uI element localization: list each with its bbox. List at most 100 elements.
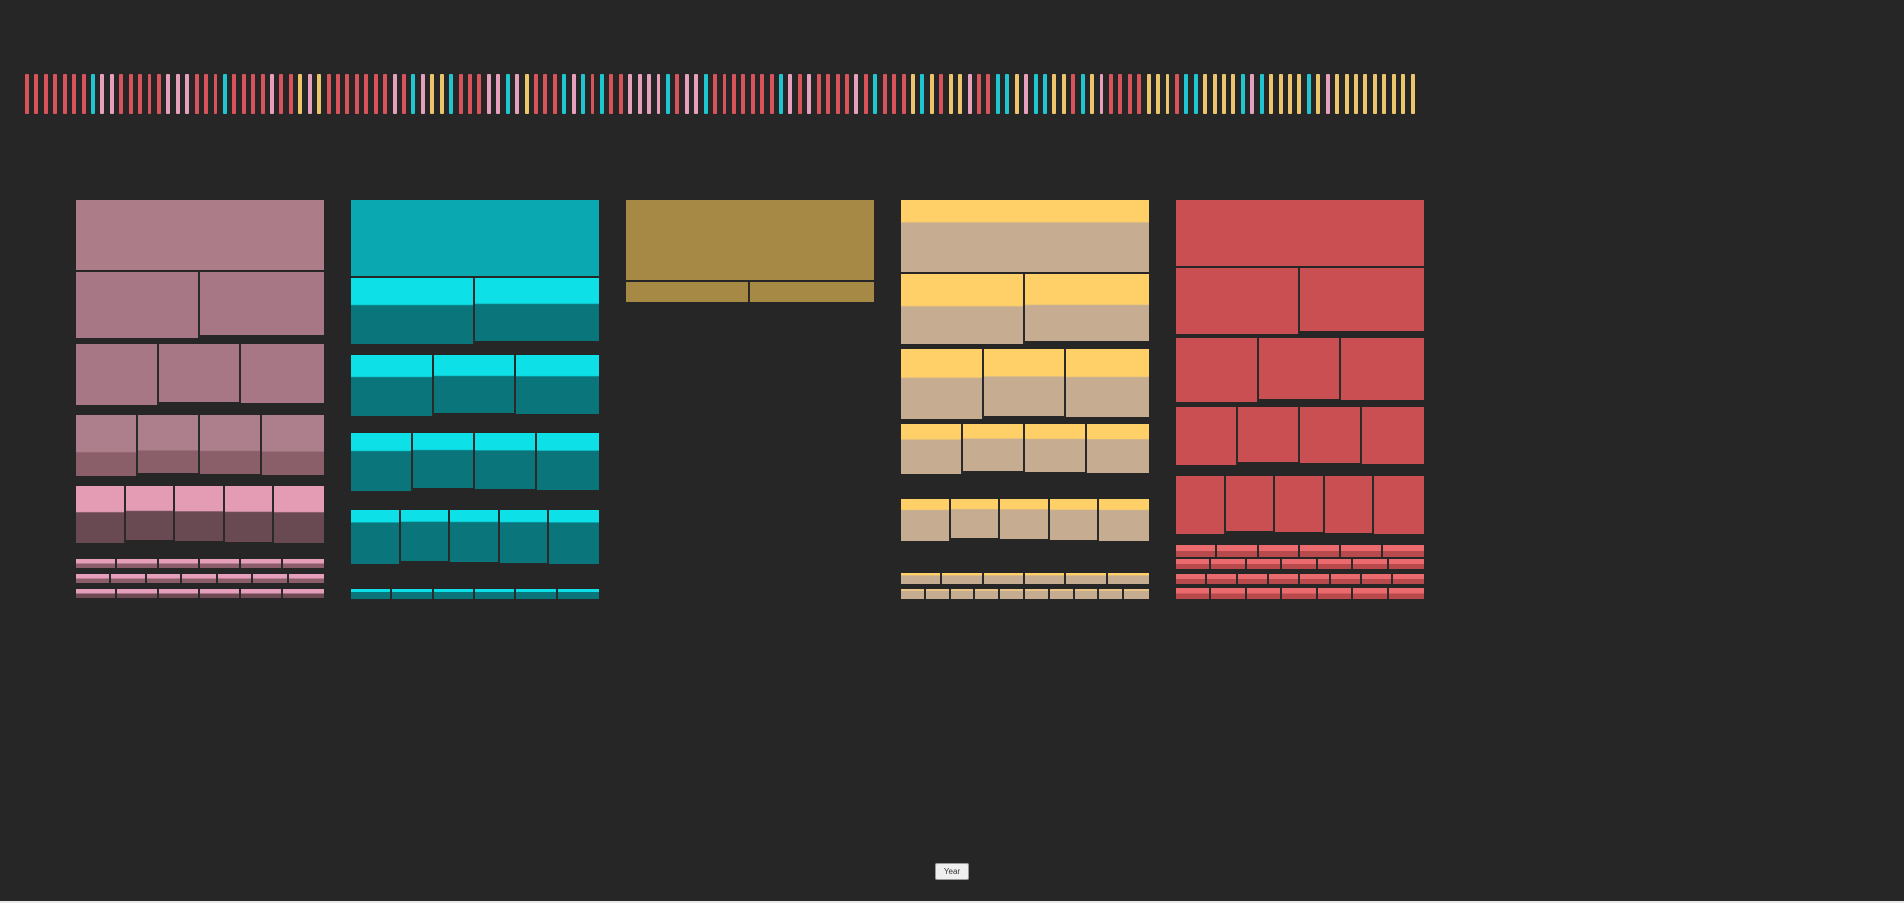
treemap-tile[interactable]: [1282, 559, 1318, 569]
treemap-tile[interactable]: [158, 559, 200, 568]
treemap-tile[interactable]: [901, 349, 984, 419]
treemap-tile[interactable]: [351, 200, 599, 276]
treemap-tile[interactable]: [1049, 589, 1075, 599]
treemap-tile[interactable]: [475, 589, 517, 599]
treemap-tile[interactable]: [200, 589, 242, 598]
treemap-tile[interactable]: [901, 274, 1025, 344]
treemap-tile[interactable]: [1025, 274, 1149, 341]
treemap-tile[interactable]: [1275, 476, 1325, 532]
treemap-tile[interactable]: [1374, 476, 1424, 534]
treemap-tile[interactable]: [475, 278, 599, 341]
treemap-tile[interactable]: [750, 282, 874, 302]
treemap-tile[interactable]: [351, 433, 413, 491]
treemap-tile[interactable]: [983, 349, 1067, 416]
treemap-tile[interactable]: [1000, 589, 1025, 599]
treemap-tile[interactable]: [1176, 200, 1424, 266]
treemap-tile[interactable]: [1382, 545, 1424, 557]
treemap-tile[interactable]: [1066, 573, 1108, 584]
treemap-tile[interactable]: [626, 282, 750, 302]
treemap-tile[interactable]: [1362, 407, 1424, 464]
treemap-tile[interactable]: [1388, 588, 1424, 599]
treemap-tile[interactable]: [901, 424, 963, 474]
treemap-tile[interactable]: [1362, 574, 1393, 584]
treemap-tile[interactable]: [950, 589, 976, 599]
treemap-tile[interactable]: [76, 344, 159, 405]
treemap-tile[interactable]: [138, 415, 200, 473]
treemap-tile[interactable]: [351, 589, 393, 599]
treemap-tile[interactable]: [1282, 588, 1318, 599]
treemap-tile[interactable]: [76, 559, 118, 568]
treemap-tile[interactable]: [901, 499, 951, 541]
treemap-tile[interactable]: [1176, 476, 1226, 534]
treemap-tile[interactable]: [200, 559, 242, 568]
treemap-tile[interactable]: [1176, 559, 1212, 569]
treemap-tile[interactable]: [1176, 588, 1212, 599]
treemap-tile[interactable]: [1353, 559, 1389, 569]
treemap-tile[interactable]: [516, 355, 599, 414]
treemap-tile[interactable]: [1317, 588, 1354, 599]
treemap-tile[interactable]: [1124, 589, 1149, 599]
treemap-tile[interactable]: [1176, 338, 1259, 402]
treemap-tile[interactable]: [76, 272, 200, 338]
treemap-tile[interactable]: [146, 574, 183, 583]
treemap-tile[interactable]: [1238, 574, 1269, 584]
treemap-tile[interactable]: [1066, 349, 1149, 417]
treemap-tile[interactable]: [499, 510, 550, 563]
treemap-tile[interactable]: [1211, 559, 1247, 569]
treemap-tile[interactable]: [1258, 545, 1300, 557]
treemap-tile[interactable]: [1300, 407, 1362, 463]
treemap-tile[interactable]: [1269, 574, 1300, 584]
treemap-tile[interactable]: [1341, 338, 1424, 400]
treemap-tile[interactable]: [1099, 499, 1149, 541]
treemap-tile[interactable]: [1324, 476, 1375, 533]
treemap-tile[interactable]: [1388, 559, 1424, 569]
treemap-tile[interactable]: [241, 589, 283, 598]
treemap-tile[interactable]: [963, 424, 1025, 471]
treemap-tile[interactable]: [537, 433, 599, 490]
treemap-tile[interactable]: [1317, 559, 1354, 569]
treemap-tile[interactable]: [76, 200, 324, 270]
treemap-tile[interactable]: [433, 355, 517, 413]
treemap-tile[interactable]: [1258, 338, 1342, 399]
treemap-tile[interactable]: [942, 573, 984, 584]
treemap-tile[interactable]: [274, 486, 324, 543]
treemap-tile[interactable]: [1353, 588, 1389, 599]
treemap-tile[interactable]: [241, 344, 324, 403]
treemap-tile[interactable]: [1087, 424, 1149, 473]
treemap-tile[interactable]: [1211, 588, 1247, 599]
treemap-tile[interactable]: [1246, 559, 1283, 569]
treemap-tile[interactable]: [1217, 545, 1259, 557]
treemap-tile[interactable]: [557, 589, 599, 599]
treemap-tile[interactable]: [901, 573, 943, 584]
treemap-tile[interactable]: [1176, 545, 1218, 557]
treemap-tile[interactable]: [351, 510, 401, 564]
treemap-tile[interactable]: [111, 574, 147, 583]
treemap-tile[interactable]: [1300, 574, 1331, 584]
treemap-tile[interactable]: [1107, 573, 1149, 584]
treemap-tile[interactable]: [901, 589, 926, 599]
treemap-tile[interactable]: [282, 589, 324, 598]
treemap-tile[interactable]: [200, 415, 262, 474]
treemap-tile[interactable]: [1099, 589, 1125, 599]
treemap-tile[interactable]: [1025, 424, 1087, 472]
treemap-tile[interactable]: [76, 589, 118, 598]
treemap-tile[interactable]: [433, 589, 475, 599]
treemap-tile[interactable]: [1341, 545, 1383, 557]
treemap-tile[interactable]: [1074, 589, 1100, 599]
treemap-tile[interactable]: [1246, 588, 1283, 599]
treemap-tile[interactable]: [549, 510, 599, 564]
treemap-tile[interactable]: [950, 499, 1001, 538]
treemap-tile[interactable]: [282, 559, 324, 568]
treemap-tile[interactable]: [516, 589, 558, 599]
treemap-tile[interactable]: [1176, 574, 1207, 584]
treemap-tile[interactable]: [182, 574, 218, 583]
treemap-tile[interactable]: [76, 486, 126, 543]
treemap-tile[interactable]: [475, 433, 537, 489]
treemap-tile[interactable]: [626, 200, 874, 280]
treemap-tile[interactable]: [76, 415, 138, 476]
treemap-tile[interactable]: [983, 573, 1025, 584]
treemap-tile[interactable]: [413, 433, 475, 488]
treemap-tile[interactable]: [975, 589, 1001, 599]
treemap-tile[interactable]: [1300, 545, 1342, 557]
treemap-tile[interactable]: [392, 589, 434, 599]
